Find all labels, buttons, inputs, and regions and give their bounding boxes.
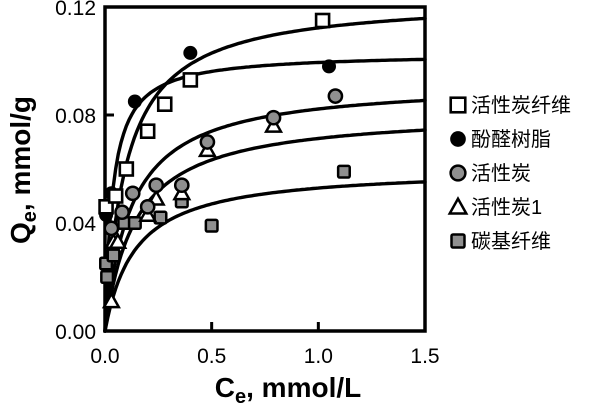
gray-circle-marker — [449, 164, 467, 182]
open-triangle-marker — [108, 231, 128, 249]
legend-item-0: 活性炭纤维 — [449, 94, 571, 117]
x-tick-label: 1.0 — [304, 345, 333, 368]
gray-square-marker — [106, 248, 121, 263]
gray-circle-marker — [265, 109, 282, 126]
legend-label: 酚醛树脂 — [471, 128, 551, 151]
y-tick-label: 0.12 — [55, 0, 96, 20]
gray-square-marker — [204, 218, 219, 233]
fit-curve-series-4 — [103, 180, 427, 333]
legend-item-2: 活性炭 — [449, 162, 531, 185]
gray-circle-marker — [327, 88, 344, 104]
series-points-0 — [98, 12, 331, 215]
open-square-marker — [107, 188, 124, 204]
y-axis-title: Qe, mmol/g — [5, 96, 41, 244]
series-points-3 — [101, 115, 284, 309]
legend-label: 活性炭1 — [471, 196, 542, 219]
gray-square-marker — [336, 164, 351, 179]
gray-square-marker — [450, 233, 466, 249]
gray-circle-marker — [139, 198, 156, 215]
open-square-marker — [314, 12, 331, 29]
gray-circle-marker — [148, 177, 165, 194]
filled-circle-marker — [450, 131, 466, 147]
filled-circle-marker — [127, 94, 142, 109]
gray-circle-marker — [103, 220, 120, 237]
y-tick-label: 0.00 — [55, 321, 96, 344]
legend-label: 活性炭纤维 — [471, 94, 571, 117]
x-tick-label: 0.0 — [90, 345, 119, 368]
fit-curve-series-1 — [103, 57, 427, 333]
gray-square-marker — [100, 269, 115, 285]
legend-item-3: 活性炭1 — [447, 196, 542, 219]
open-square-marker — [156, 96, 173, 112]
filled-circle-marker — [183, 45, 198, 60]
legend-label: 碳基纤维 — [471, 230, 551, 253]
legend-label: 活性炭 — [471, 162, 531, 185]
gray-square-marker — [127, 215, 142, 231]
filled-circle-marker — [322, 59, 336, 74]
x-tick-label: 0.5 — [197, 345, 226, 368]
fit-curve-series-2 — [103, 98, 427, 333]
gray-circle-marker — [173, 177, 190, 194]
open-square-marker — [139, 123, 156, 139]
legend-item-4: 碳基纤维 — [450, 230, 551, 253]
y-tick-label: 0.04 — [55, 213, 96, 236]
x-tick-label: 1.5 — [410, 345, 439, 368]
open-square-marker — [449, 96, 467, 114]
x-axis-title: Ce, mmol/L — [215, 372, 361, 408]
legend-item-1: 酚醛树脂 — [450, 128, 551, 151]
open-triangle-marker — [101, 291, 121, 309]
series-points-4 — [99, 164, 351, 285]
open-square-marker — [182, 72, 199, 88]
gray-circle-marker — [124, 185, 141, 202]
fit-curve-series-0 — [103, 16, 427, 333]
open-triangle-marker — [447, 196, 469, 215]
gray-circle-marker — [199, 134, 216, 150]
gray-circle-marker — [114, 204, 130, 221]
series-points-2 — [103, 88, 344, 237]
open-square-marker — [118, 161, 135, 177]
y-tick-label: 0.08 — [55, 105, 96, 128]
plot-frame — [103, 5, 427, 333]
